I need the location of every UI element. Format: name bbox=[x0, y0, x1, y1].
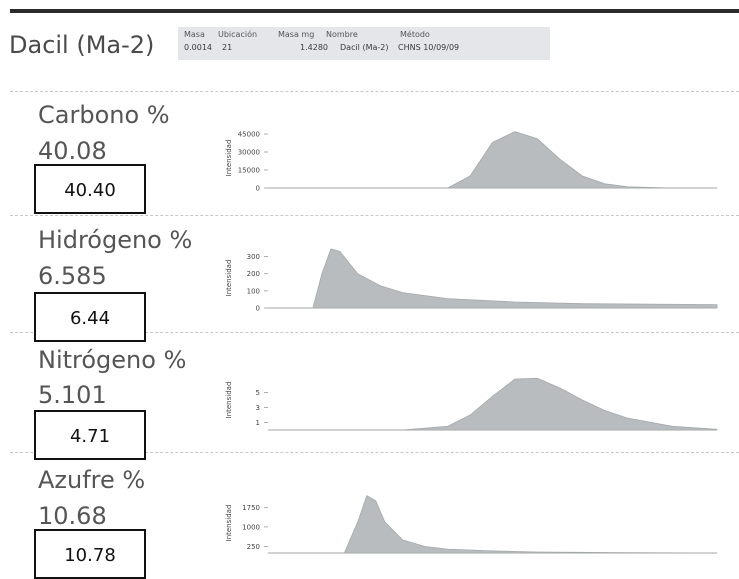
element-value-azufre: 10.68 bbox=[38, 502, 107, 530]
y-tick-label: 1000 bbox=[242, 523, 260, 531]
chromatogram-hidrogeno: Intensidad 300 200 100 0 bbox=[225, 248, 718, 313]
element-name-carbono: Carbono % bbox=[38, 101, 170, 129]
separator bbox=[10, 332, 739, 333]
peak-area bbox=[267, 248, 718, 309]
element-name-azufre: Azufre % bbox=[38, 466, 146, 494]
boxed-value-text: 10.78 bbox=[64, 545, 116, 566]
y-axis-label: Intensidad bbox=[225, 505, 233, 542]
info-value-ubicacion: 21 bbox=[222, 43, 233, 52]
info-header-masa-mg: Masa mg bbox=[278, 30, 315, 39]
boxed-value-text: 40.40 bbox=[64, 180, 116, 201]
separator bbox=[10, 215, 739, 216]
y-axis-label: Intensidad bbox=[225, 260, 233, 297]
info-header-nombre: Nombre bbox=[326, 30, 358, 39]
y-tick-label: 0 bbox=[256, 185, 260, 193]
boxed-value-text: 4.71 bbox=[69, 426, 111, 447]
element-value-nitrogeno: 5.101 bbox=[38, 381, 107, 409]
chromatogram-nitrogeno: Intensidad 5 3 1 bbox=[225, 377, 718, 431]
y-tick-label: 3 bbox=[256, 404, 260, 412]
sample-title: Dacil (Ma-2) bbox=[9, 31, 155, 59]
element-value-hidrogeno: 6.585 bbox=[38, 262, 107, 290]
boxed-value-nitrogeno: 4.71 bbox=[34, 410, 146, 460]
chromatogram-carbono: Intensidad 45000 30000 15000 0 bbox=[225, 131, 718, 193]
boxed-value-hidrogeno: 6.44 bbox=[34, 292, 146, 342]
y-tick-label: 100 bbox=[247, 287, 260, 295]
top-rule bbox=[10, 9, 739, 13]
element-name-nitrogeno: Nitrógeno % bbox=[38, 346, 187, 374]
peak-area bbox=[267, 495, 718, 554]
info-value-metodo: CHNS 10/09/09 bbox=[398, 43, 460, 52]
y-tick-label: 1 bbox=[256, 419, 260, 427]
info-value-nombre: Dacil (Ma-2) bbox=[340, 43, 389, 52]
y-tick-label: 0 bbox=[256, 305, 260, 313]
info-header-metodo: Método bbox=[400, 30, 430, 39]
element-name-hidrogeno: Hidrógeno % bbox=[38, 226, 193, 254]
y-tick-label: 5 bbox=[256, 389, 260, 397]
y-axis-label: Intensidad bbox=[225, 382, 233, 419]
boxed-value-azufre: 10.78 bbox=[34, 529, 146, 579]
info-table-header: Masa Ubicación Masa mg Nombre Método bbox=[178, 30, 550, 44]
peak-area bbox=[267, 131, 718, 189]
y-tick-label: 200 bbox=[247, 270, 260, 278]
element-value-carbono: 40.08 bbox=[38, 137, 107, 165]
info-value-masa-mg: 1.4280 bbox=[300, 43, 328, 52]
y-tick-label: 250 bbox=[247, 543, 260, 551]
peak-area bbox=[267, 377, 718, 431]
separator bbox=[10, 452, 739, 453]
boxed-value-carbono: 40.40 bbox=[34, 164, 146, 214]
sample-info-table: Masa Ubicación Masa mg Nombre Método 0.0… bbox=[178, 27, 550, 60]
info-table-row: 0.0014 21 1.4280 Dacil (Ma-2) CHNS 10/09… bbox=[178, 43, 550, 57]
y-tick-label: 1750 bbox=[242, 504, 260, 512]
info-value-masa: 0.0014 bbox=[184, 43, 212, 52]
y-tick-label: 15000 bbox=[238, 167, 260, 175]
info-header-masa: Masa bbox=[184, 30, 205, 39]
separator bbox=[10, 91, 739, 92]
y-tick-label: 30000 bbox=[238, 149, 260, 157]
chromatogram-azufre: Intensidad 1750 1000 250 bbox=[225, 495, 718, 554]
info-header-ubicacion: Ubicación bbox=[218, 30, 258, 39]
y-tick-label: 300 bbox=[247, 253, 260, 261]
y-axis-label: Intensidad bbox=[225, 140, 233, 177]
y-tick-label: 45000 bbox=[238, 131, 260, 139]
boxed-value-text: 6.44 bbox=[69, 308, 111, 329]
